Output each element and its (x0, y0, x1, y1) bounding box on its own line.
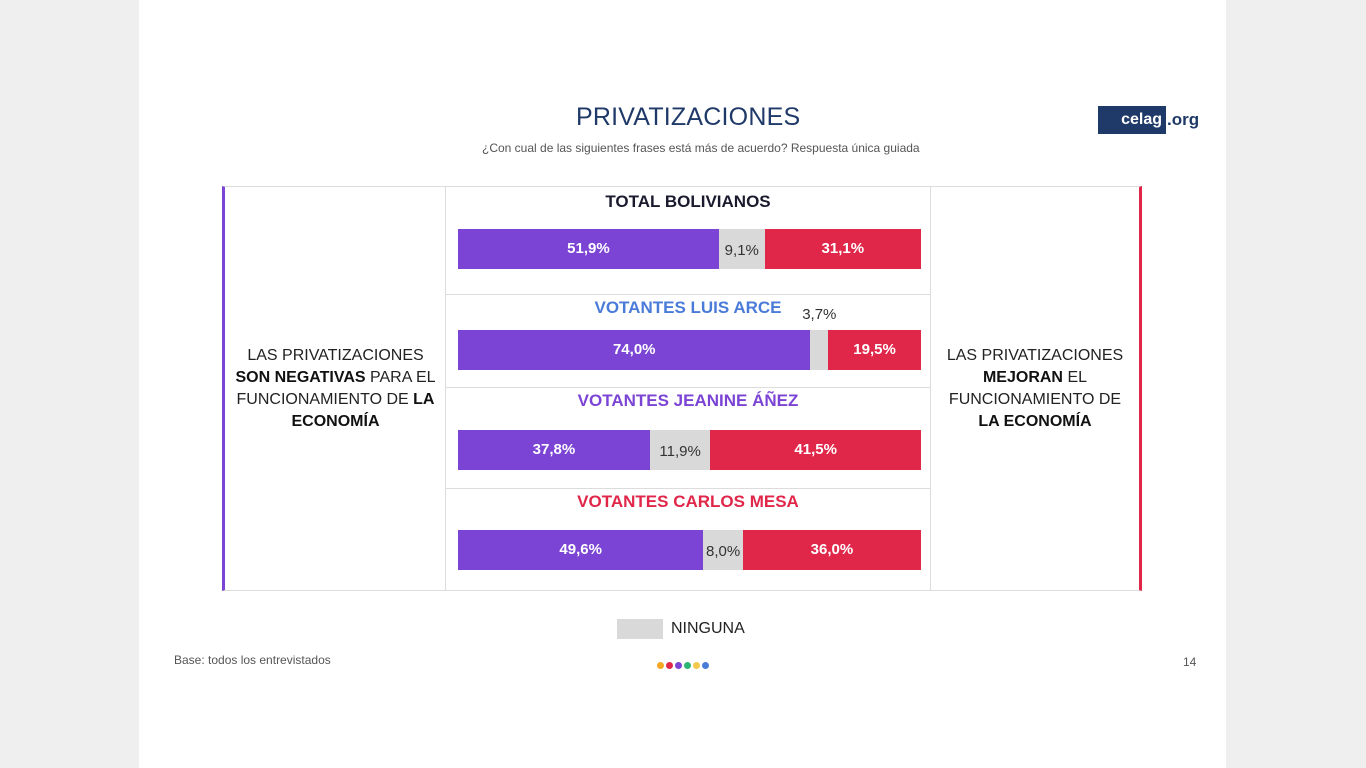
brand-dot (666, 662, 673, 669)
bar-label: 3,7% (802, 306, 837, 323)
chart-group: VOTANTES JEANINE ÁÑEZ 37,8% 11,9% 41,5% (446, 388, 930, 489)
page-subtitle: ¿Con cual de las siguientes frases está … (482, 141, 920, 155)
brand-dot (657, 662, 664, 669)
page-title: PRIVATIZACIONES (576, 103, 801, 131)
bar-label: 9,1% (724, 242, 759, 259)
bar-negative (458, 530, 704, 570)
bar-label: 19,5% (853, 341, 896, 358)
chart-group: VOTANTES CARLOS MESA 49,6% 8,0% 36,0% (446, 489, 930, 592)
legend-label-ninguna: NINGUNA (671, 620, 745, 637)
bar-positive (710, 430, 921, 470)
bar-negative (458, 430, 650, 470)
stacked-bar: 51,9% 9,1% 31,1% (458, 229, 921, 269)
stacked-bar: 49,6% 8,0% 36,0% (458, 530, 921, 570)
logo-ext: .org (1167, 110, 1200, 129)
celag-logo: celag .org (1098, 106, 1199, 134)
group-title: VOTANTES JEANINE ÁÑEZ (577, 391, 799, 410)
bar-negative (458, 330, 811, 370)
stacked-bar: 74,0% 3,7% 19,5% (458, 306, 921, 370)
left-statement-p2: SON NEGATIVAS (235, 368, 366, 386)
left-statement-panel: LAS PRIVATIZACIONES SON NEGATIVAS PARA E… (222, 186, 446, 591)
bar-label: 31,1% (821, 240, 865, 257)
bar-ninguna (718, 229, 765, 269)
bar-label: 36,0% (810, 541, 854, 558)
left-statement: LAS PRIVATIZACIONES SON NEGATIVAS PARA E… (233, 345, 438, 433)
left-statement-p4: LA ECONOMÍA (291, 390, 435, 430)
bar-label: 41,5% (794, 441, 837, 458)
right-statement-p4: LA ECONOMÍA (978, 412, 1092, 430)
brand-dot (693, 662, 700, 669)
right-statement-p1: LAS PRIVATIZACIONES (946, 346, 1124, 364)
chart-group: TOTAL BOLIVIANOS 51,9% 9,1% 31,1% (446, 187, 930, 295)
brand-dot (675, 662, 682, 669)
group-title: VOTANTES CARLOS MESA (577, 492, 799, 511)
left-statement-p3: PARA EL FUNCIONAMIENTO DE (236, 368, 436, 408)
group-title: TOTAL BOLIVIANOS (605, 192, 771, 211)
bar-label: 37,8% (532, 441, 576, 458)
brand-dot (684, 662, 691, 669)
left-statement-p1: LAS PRIVATIZACIONES (247, 346, 424, 364)
brand-dots (657, 662, 709, 669)
footer-base: Base: todos los entrevistados (174, 653, 331, 667)
chart-area: TOTAL BOLIVIANOS 51,9% 9,1% 31,1% VOTANTES L… (445, 186, 931, 591)
bar-label: 51,9% (567, 240, 610, 257)
chart-group: VOTANTES LUIS ARCE 74,0% 3,7% 19,5% (446, 295, 930, 388)
page-number: 14 (1183, 655, 1197, 669)
bar-positive (764, 229, 921, 269)
bar-positive (828, 330, 921, 370)
bar-negative (458, 229, 719, 269)
bar-ninguna (703, 530, 743, 570)
logo-box: celag (1098, 106, 1166, 134)
right-statement-panel: LAS PRIVATIZACIONES MEJORAN EL FUNCIONAM… (930, 186, 1142, 591)
bar-ninguna (810, 330, 829, 370)
slide: PRIVATIZACIONES ¿Con cual de las siguien… (139, 0, 1226, 768)
bar-positive (742, 530, 921, 570)
bar-label: 49,6% (559, 541, 602, 558)
right-statement-p2: MEJORAN (982, 368, 1063, 386)
brand-dot (702, 662, 709, 669)
legend-swatch-ninguna (617, 619, 663, 639)
legend: NINGUNA (617, 619, 745, 639)
bar-label: 8,0% (706, 543, 741, 560)
bar-label: 74,0% (612, 341, 656, 358)
right-statement-p3: EL FUNCIONAMIENTO DE (948, 368, 1122, 408)
right-statement: LAS PRIVATIZACIONES MEJORAN EL FUNCIONAM… (937, 345, 1133, 433)
bar-label: 11,9% (659, 443, 701, 460)
group-title: VOTANTES LUIS ARCE (594, 298, 782, 317)
stacked-bar: 37,8% 11,9% 41,5% (458, 430, 921, 470)
bar-ninguna (649, 430, 711, 470)
